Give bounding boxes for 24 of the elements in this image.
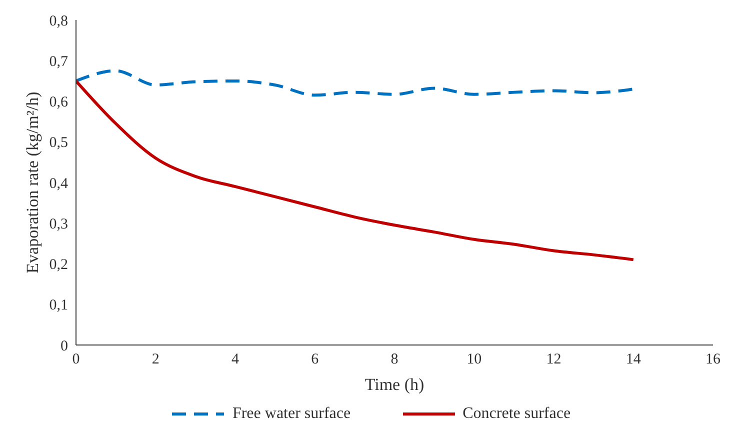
y-tick-label: 0,4 bbox=[49, 176, 68, 192]
x-tick-label: 10 bbox=[466, 352, 482, 368]
line-series bbox=[76, 79, 635, 262]
x-tick-label: 4 bbox=[232, 352, 240, 368]
x-tick-label: 12 bbox=[546, 352, 562, 368]
y-tick-label: 0,8 bbox=[49, 13, 68, 30]
x-axis-title: Time (h) bbox=[364, 375, 424, 394]
y-tick-label: 0,5 bbox=[49, 135, 68, 152]
x-tick-label: 8 bbox=[390, 352, 398, 368]
x-tick-label: 2 bbox=[152, 352, 160, 368]
line-series bbox=[76, 69, 635, 97]
y-tick-label: 0 bbox=[60, 338, 68, 354]
legend-label: Free water surface bbox=[232, 405, 351, 423]
y-tick-label: 0,7 bbox=[49, 54, 68, 70]
y-tick-label: 0,6 bbox=[49, 94, 68, 111]
x-tick-label: 6 bbox=[311, 352, 320, 368]
y-tick-label: 0,2 bbox=[49, 257, 68, 274]
y-axis-title: Evaporation rate (kg/m²/h) bbox=[23, 92, 42, 274]
y-tick-label: 0,3 bbox=[49, 216, 68, 232]
x-tick-label: 0 bbox=[72, 352, 80, 368]
x-tick-label: 16 bbox=[706, 352, 721, 368]
y-tick-label: 0,1 bbox=[49, 298, 68, 314]
legend-label: Concrete surface bbox=[462, 405, 571, 423]
x-tick-label: 14 bbox=[626, 352, 642, 368]
